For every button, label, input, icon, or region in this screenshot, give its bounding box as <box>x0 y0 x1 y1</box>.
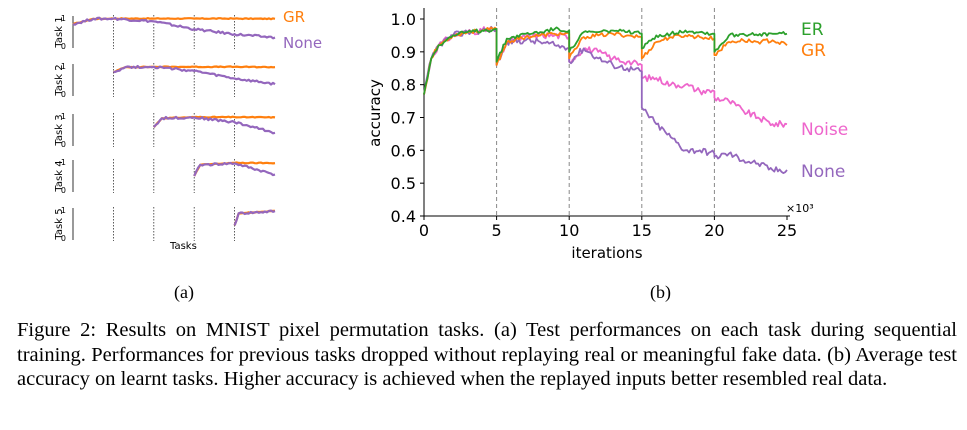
tick-label-top: 1 <box>61 62 66 71</box>
figure-caption: Figure 2: Results on MNIST pixel permuta… <box>17 319 957 390</box>
series-line-none <box>113 64 276 86</box>
tick-label-bottom: 0 <box>61 186 66 195</box>
y-tick-label: 0.5 <box>391 174 416 193</box>
y-tick-label: 1.0 <box>391 10 416 29</box>
task-row-label: Task 2 <box>54 64 65 96</box>
y-tick-label: 0.8 <box>391 76 416 95</box>
y-tick-label: 0.9 <box>391 43 416 62</box>
panel-b-label-noise: Noise <box>801 120 848 140</box>
panel-b-label-none: None <box>801 162 845 182</box>
x-tick-label: 20 <box>704 221 724 240</box>
tick-label-top: 1 <box>61 206 66 215</box>
tick-label-top: 1 <box>61 112 66 121</box>
series-line-none <box>193 161 276 177</box>
panel-b: 0.4 0.5 0.6 0.7 0.8 0.9 1.0 0 5 10 15 20 25 accuracy… <box>366 8 848 303</box>
tick-label-bottom: 0 <box>61 42 66 51</box>
x-tick-label: 25 <box>777 221 797 240</box>
panel-a-legend-gr: GR <box>283 8 305 26</box>
task-row-label: Task 3 <box>54 114 65 146</box>
task-row-label: Task 4 <box>54 160 65 192</box>
panel-b-label-er: ER <box>801 20 824 40</box>
panel-a-legend-none: None <box>283 34 322 52</box>
panel-b-label: (b) <box>650 282 671 303</box>
x-tick-label: 5 <box>492 221 502 240</box>
series-line-none <box>72 16 276 40</box>
x-tick-label: 0 <box>419 221 429 240</box>
series-line-none <box>233 209 276 226</box>
panel-b-xlabel: iterations <box>571 244 642 262</box>
series-line-er <box>423 26 788 95</box>
y-tick-label: 0.7 <box>391 109 416 128</box>
tick-label-bottom: 0 <box>61 140 66 149</box>
panel-b-multiplier: ×10³ <box>786 202 814 215</box>
task-row-label: Task 5 <box>54 208 65 240</box>
tick-label-bottom: 0 <box>61 90 66 99</box>
task-row-label: Task 1 <box>54 16 65 48</box>
series-line-none <box>423 25 788 174</box>
tick-label-top: 1 <box>61 14 66 23</box>
panel-a-label: (a) <box>174 282 194 303</box>
tick-label-top: 1 <box>61 158 66 167</box>
y-tick-label: 0.4 <box>391 207 416 226</box>
tick-label-bottom: 0 <box>61 234 66 243</box>
panel-a-xlabel: Tasks <box>169 241 197 252</box>
x-tick-label: 10 <box>559 221 579 240</box>
y-tick-label: 0.6 <box>391 141 416 160</box>
series-line-none <box>152 115 276 135</box>
panel-b-ylabel: accuracy <box>366 79 384 147</box>
panel-b-label-gr: GR <box>801 41 826 61</box>
x-tick-label: 15 <box>632 221 652 240</box>
